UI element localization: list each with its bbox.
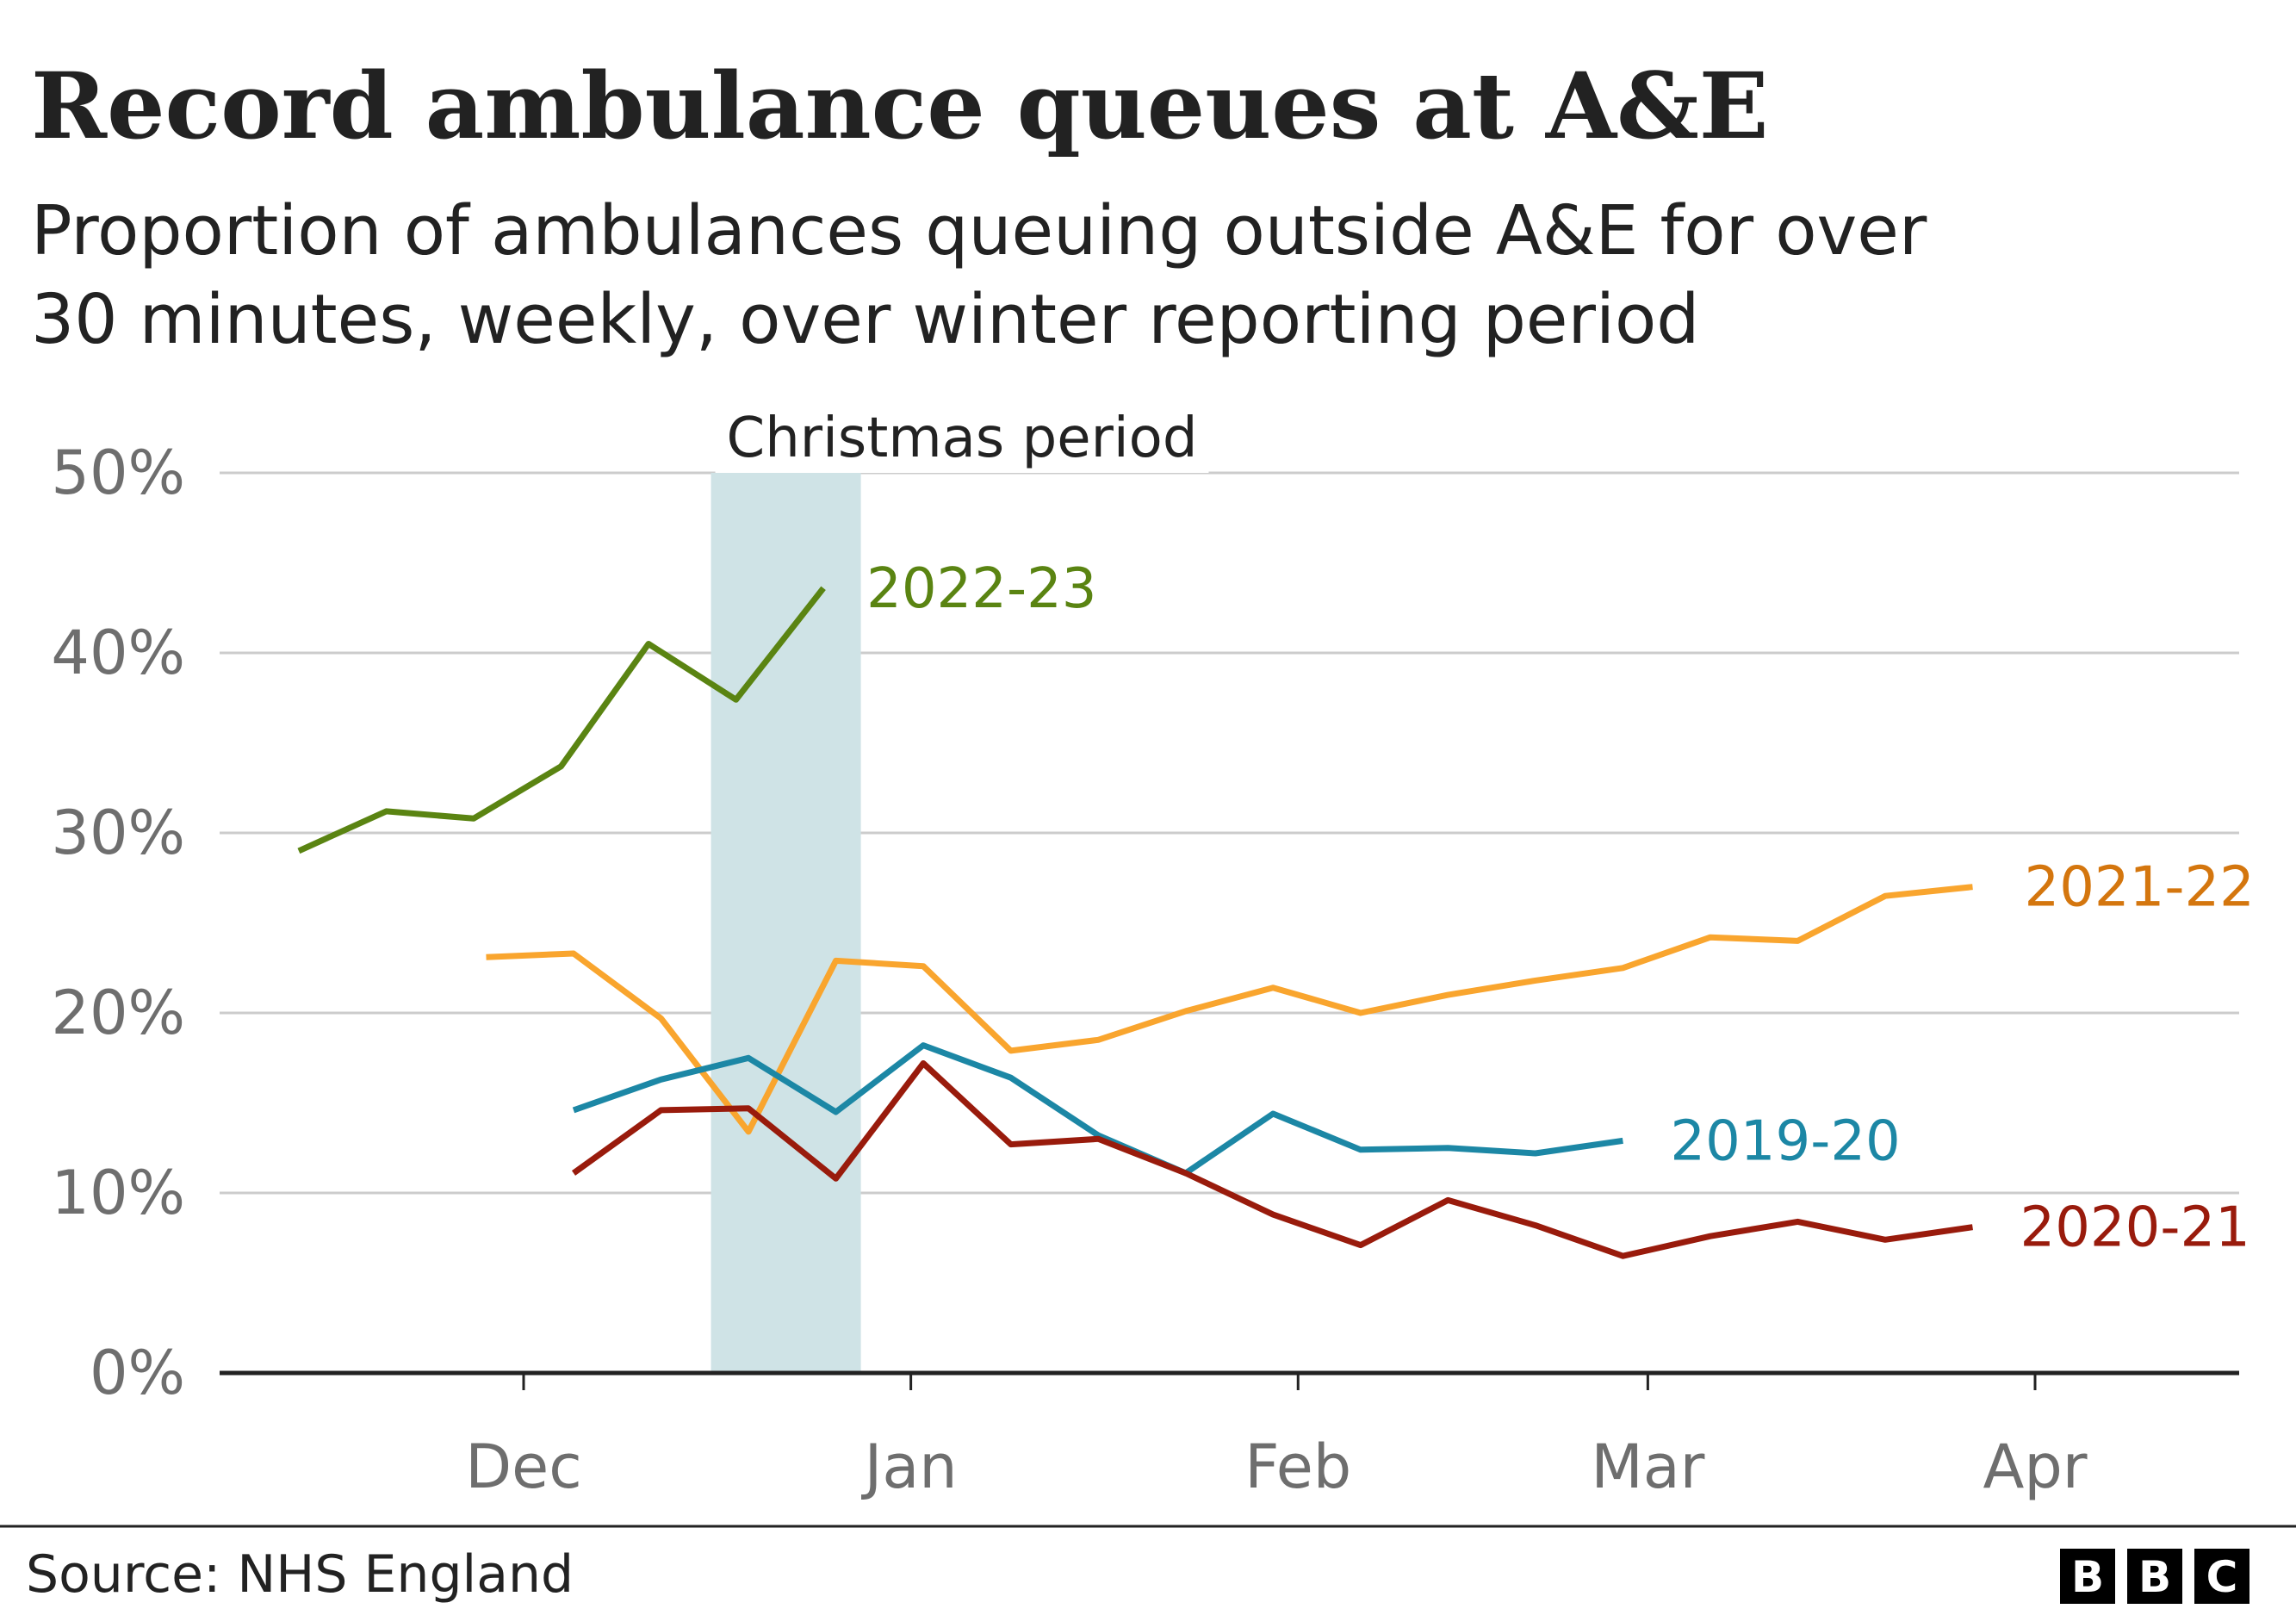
data-point-202021-7 [1182, 1170, 1189, 1177]
series-label-201920: 2019-20 [1670, 1109, 1900, 1173]
series-line-201920 [572, 1042, 1623, 1177]
series-label-202223: 2022-23 [866, 557, 1096, 621]
data-point-202122-0 [482, 953, 489, 960]
data-point-201920-11 [1532, 1150, 1539, 1157]
data-point-202021-12 [1619, 1252, 1626, 1259]
series-label-202122: 2021-22 [2024, 856, 2254, 920]
data-point-202223-5 [733, 696, 740, 703]
data-point-202122-6 [1008, 1047, 1015, 1054]
data-point-202122-17 [1969, 884, 1976, 891]
chart-title: Record ambulance queues at A&E [31, 52, 1769, 159]
data-point-202021-0 [570, 1170, 577, 1177]
series-label-202021: 2020-21 [2020, 1196, 2249, 1260]
data-point-202021-13 [1707, 1233, 1714, 1239]
y-tick-label-50: 50% [51, 438, 185, 508]
data-point-201920-1 [658, 1076, 665, 1083]
data-point-202122-4 [833, 957, 840, 964]
y-tick-label-30: 30% [51, 798, 185, 868]
data-point-202122-1 [570, 950, 577, 957]
chart-subtitle-line-1: Proportion of ambulances queuing outside… [31, 191, 1927, 270]
bbc-logo: B B C [2060, 1549, 2249, 1604]
data-point-202223-3 [558, 763, 565, 770]
bbc-logo-letter-3: C [2206, 1552, 2238, 1602]
chart-subtitle-line-2: 30 minutes, weekly, over winter reportin… [31, 280, 1699, 359]
data-point-202122-15 [1794, 937, 1801, 944]
data-point-202122-12 [1532, 977, 1539, 984]
data-point-202021-8 [1269, 1211, 1276, 1218]
data-point-202021-16 [1969, 1224, 1976, 1231]
x-tick-label-feb: Feb [1244, 1432, 1351, 1502]
data-point-201920-10 [1444, 1145, 1451, 1152]
data-point-201920-3 [833, 1109, 840, 1115]
source-note: Source: NHS England [26, 1544, 574, 1605]
data-point-202021-5 [1008, 1141, 1015, 1148]
x-tick-label-jan: Jan [861, 1432, 958, 1502]
y-tick-label-20: 20% [51, 978, 185, 1048]
data-point-201920-8 [1269, 1110, 1276, 1117]
data-point-202122-7 [1095, 1036, 1101, 1043]
data-point-201920-4 [920, 1042, 927, 1049]
data-point-202122-10 [1357, 1009, 1364, 1016]
data-point-202021-1 [658, 1107, 665, 1114]
bbc-logo-block-1 [2060, 1549, 2115, 1604]
bbc-logo-block-2 [2127, 1549, 2182, 1604]
x-tick-label-dec: Dec [465, 1432, 581, 1502]
data-point-202122-16 [1882, 892, 1889, 899]
data-point-202122-3 [745, 1128, 752, 1135]
data-point-202122-11 [1444, 991, 1451, 998]
data-point-201920-5 [1008, 1074, 1015, 1081]
data-point-201920-9 [1357, 1146, 1364, 1153]
data-point-202122-14 [1707, 934, 1714, 941]
y-tick-label-10: 10% [51, 1158, 185, 1228]
x-tick-label-apr: Apr [1983, 1432, 2087, 1502]
series-line-202021 [571, 1060, 1973, 1259]
series-line-202122 [486, 884, 1973, 1135]
data-point-202122-9 [1269, 985, 1276, 991]
christmas-band [711, 473, 861, 1373]
data-point-202223-4 [645, 641, 652, 648]
data-point-202021-6 [1095, 1135, 1101, 1142]
series-line-202223 [297, 586, 826, 854]
data-point-201920-2 [745, 1054, 752, 1061]
bbc-logo-letter-1: B [2071, 1552, 2104, 1602]
plot-area: Christmas period 0% 10% 20% 30% 40% 50% Dec Jan F… [51, 399, 2255, 1502]
data-point-202223-0 [295, 848, 302, 854]
data-point-202021-3 [833, 1175, 840, 1182]
data-point-202021-4 [920, 1060, 927, 1067]
data-point-202021-14 [1794, 1218, 1801, 1225]
data-point-202122-13 [1619, 965, 1626, 972]
data-point-202122-5 [920, 963, 927, 970]
data-point-202021-15 [1882, 1236, 1889, 1243]
data-point-202223-6 [820, 585, 827, 592]
bbc-logo-block-3 [2194, 1549, 2249, 1604]
data-point-202122-2 [658, 1015, 665, 1022]
bbc-logo-letter-2: B [2138, 1552, 2171, 1602]
data-point-202021-11 [1532, 1222, 1539, 1229]
data-point-201920-12 [1619, 1137, 1626, 1144]
christmas-label: Christmas period [727, 407, 1198, 470]
data-point-202122-8 [1182, 1008, 1189, 1015]
data-point-202223-1 [382, 808, 389, 815]
data-point-202021-10 [1444, 1196, 1451, 1203]
y-tick-label-40: 40% [51, 618, 185, 688]
x-tick-label-mar: Mar [1591, 1432, 1704, 1502]
data-point-201920-0 [570, 1107, 577, 1114]
data-point-202021-2 [745, 1105, 752, 1112]
y-tick-label-0: 0% [90, 1338, 185, 1408]
data-point-202223-2 [470, 815, 477, 822]
data-point-202021-9 [1357, 1242, 1364, 1249]
christmas-label-background [715, 399, 1209, 473]
